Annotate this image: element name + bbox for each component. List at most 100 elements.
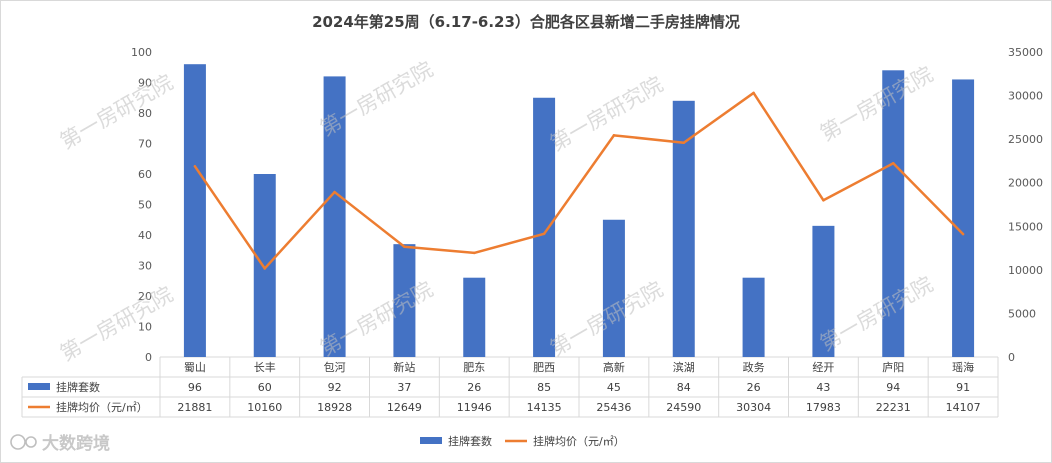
bar-value-cell: 26 <box>747 381 761 394</box>
brand-icon-dot <box>25 436 37 448</box>
category-label: 庐阳 <box>882 360 904 374</box>
legend-bar-label: 挂牌套数 <box>448 434 492 448</box>
category-label: 瑶海 <box>952 360 974 374</box>
line-point <box>682 141 685 144</box>
line-series <box>193 91 965 270</box>
line-segment <box>333 190 406 249</box>
line-point <box>892 162 895 165</box>
brand-name: 大数跨境 <box>42 433 110 454</box>
legend-bar-key <box>420 437 442 444</box>
line-segment <box>542 134 616 236</box>
line-point <box>193 165 197 168</box>
left-tick-label: 50 <box>138 199 152 212</box>
line-point <box>612 134 616 137</box>
line-segment <box>822 162 895 202</box>
line-value-cell: 25436 <box>596 401 631 414</box>
line-value-cell: 21881 <box>177 401 212 414</box>
line-value-cell: 30304 <box>736 401 771 414</box>
category-label: 肥西 <box>533 361 555 374</box>
right-tick-label: 10000 <box>1008 264 1043 277</box>
line-value-cell: 14107 <box>946 401 981 414</box>
right-tick-label: 0 <box>1008 351 1015 364</box>
line-segment <box>263 190 336 270</box>
bar <box>463 277 486 357</box>
bar <box>952 79 975 357</box>
bar-value-cell: 92 <box>328 381 342 394</box>
line-segment <box>752 91 825 202</box>
bar-value-cell: 85 <box>537 381 551 394</box>
line-value-cell: 24590 <box>666 401 701 414</box>
line-segment <box>892 162 965 236</box>
bar-value-cell: 43 <box>816 381 830 394</box>
chart-title: 2024年第25周（6.17-6.23）合肥各区县新增二手房挂牌情况 <box>312 13 740 31</box>
left-tick-label: 10 <box>138 321 152 334</box>
category-label: 经开 <box>812 361 834 374</box>
category-label: 高新 <box>603 360 625 374</box>
bar <box>253 174 276 357</box>
line-value-cell: 18928 <box>317 401 352 414</box>
watermark-text: 第一房研究院 <box>56 70 177 154</box>
line-point <box>473 251 476 255</box>
left-tick-label: 70 <box>138 138 152 151</box>
line-row-header: 挂牌均价（元/㎡） <box>56 400 148 414</box>
line-point <box>403 245 406 248</box>
watermark-text: 第一房研究院 <box>56 282 177 366</box>
legend-line-label: 挂牌均价（元/㎡） <box>533 434 625 448</box>
right-tick-label: 5000 <box>1008 307 1036 320</box>
legend: 挂牌套数 挂牌均价（元/㎡） <box>420 434 625 448</box>
line-point <box>822 199 825 202</box>
line-segment <box>612 134 685 144</box>
data-table: 蜀山 96 21881 长丰 60 10160 包河 92 18928 新站 37 12649 肥东 26… <box>28 360 981 414</box>
category-label: 肥东 <box>463 361 485 374</box>
left-tick-label: 90 <box>138 77 152 90</box>
bar-row-header: 挂牌套数 <box>56 380 100 394</box>
line-point <box>752 91 755 95</box>
category-label: 政务 <box>743 360 765 374</box>
bar-row-key <box>28 383 50 390</box>
line-value-cell: 17983 <box>806 401 841 414</box>
bar <box>882 70 905 358</box>
bar <box>533 97 556 357</box>
bar-value-cell: 94 <box>886 381 900 394</box>
line-value-cell: 22231 <box>876 401 911 414</box>
line-point <box>263 267 266 270</box>
category-label: 长丰 <box>254 361 276 374</box>
left-tick-label: 60 <box>138 168 152 181</box>
category-label: 滨湖 <box>673 360 695 374</box>
right-tick-label: 20000 <box>1008 177 1043 190</box>
brand-icon <box>10 434 26 450</box>
left-tick-label: 100 <box>131 46 152 59</box>
category-label: 新站 <box>393 360 415 374</box>
line-segment <box>403 245 476 255</box>
bar-value-cell: 91 <box>956 381 970 394</box>
gridlines <box>21 356 999 418</box>
left-tick-label: 40 <box>138 229 152 242</box>
bar <box>812 225 835 357</box>
line-point <box>542 232 546 236</box>
watermark-text: 第一房研究院 <box>816 62 937 146</box>
bar-value-cell: 37 <box>397 381 411 394</box>
bar <box>672 100 695 358</box>
left-y-axis: 0 10 20 30 40 50 60 70 80 90 100 <box>131 46 152 364</box>
category-label: 蜀山 <box>184 361 206 374</box>
left-tick-label: 0 <box>145 351 152 364</box>
right-tick-label: 35000 <box>1008 46 1043 59</box>
bar <box>602 219 625 357</box>
right-y-axis: 0 5000 10000 15000 20000 25000 30000 35000 <box>1008 46 1043 364</box>
line-segment <box>193 165 266 270</box>
line-point <box>961 232 965 236</box>
right-tick-label: 30000 <box>1008 90 1043 103</box>
left-tick-label: 20 <box>138 290 152 303</box>
bar <box>742 277 765 357</box>
bar-value-cell: 26 <box>467 381 481 394</box>
bar-value-cell: 45 <box>607 381 621 394</box>
bar-value-cell: 96 <box>188 381 202 394</box>
bar <box>323 76 346 358</box>
line-value-cell: 10160 <box>247 401 282 414</box>
right-tick-label: 25000 <box>1008 133 1043 146</box>
line-value-cell: 12649 <box>387 401 422 414</box>
line-segment <box>473 232 546 255</box>
brand-logo: 大数跨境 <box>10 433 110 454</box>
bar-value-cell: 84 <box>677 381 691 394</box>
